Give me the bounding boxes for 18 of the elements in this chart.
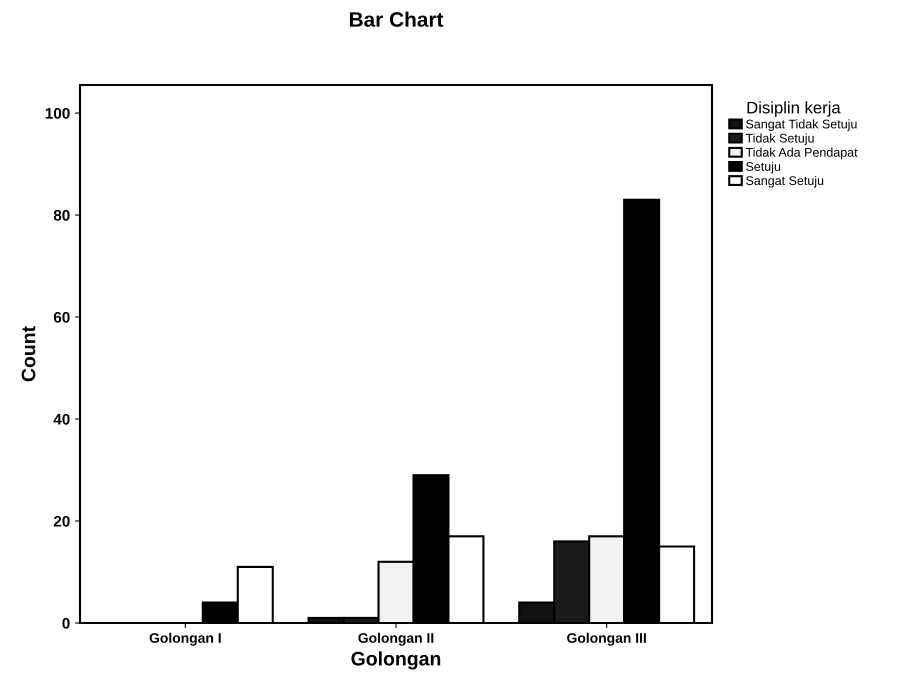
legend-label: Sangat Setuju xyxy=(746,176,824,188)
legend-title: Disiplin kerja xyxy=(748,101,841,117)
y-tick-label: 0 xyxy=(62,618,70,629)
x-tick-label: Golongan I xyxy=(150,632,221,646)
x-axis-title: Golongan xyxy=(351,651,440,670)
y-axis-title: Count xyxy=(22,326,36,382)
chart-title: Bar Chart xyxy=(350,12,444,27)
legend-label: Sangat Tidak Setuju xyxy=(746,119,857,131)
y-tick-label: 20 xyxy=(54,516,70,527)
y-tick-label: 60 xyxy=(54,312,70,323)
y-tick-label: 80 xyxy=(54,210,70,221)
legend-label: Setuju xyxy=(746,162,780,174)
legend-label: Tidak Ada Pendapat xyxy=(746,148,858,160)
legend-label: Tidak Setuju xyxy=(746,133,814,146)
y-tick-label: 100 xyxy=(46,108,70,119)
y-tick-label: 40 xyxy=(54,414,70,425)
x-tick-label: Golongan III xyxy=(567,632,646,646)
x-tick-label: Golongan II xyxy=(358,632,434,646)
